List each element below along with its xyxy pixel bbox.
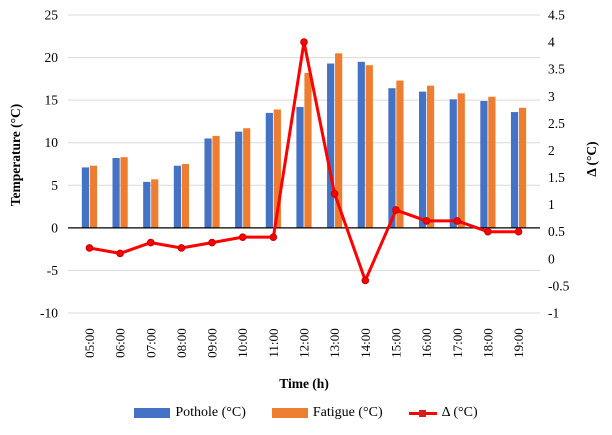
bar-pothole — [480, 100, 488, 228]
bar-pothole — [357, 61, 365, 228]
delta-marker — [85, 244, 94, 252]
left-axis-tick-label: -5 — [47, 263, 58, 278]
right-axis-tick-label: 0 — [548, 251, 555, 266]
legend-item-pothole: Pothole (°C) — [134, 405, 246, 421]
bar-fatigue — [151, 179, 159, 228]
x-axis-tick-label: 07:00 — [143, 328, 158, 358]
bar-fatigue — [365, 65, 373, 228]
delta-marker — [269, 233, 278, 241]
left-axis-tick-label: 5 — [51, 178, 58, 193]
chart-plot-svg: 25 20 15 10 5 0 -5 -10 4.5 4 3.5 3 2.5 2 1.5 1 0.5 0 -0.5 -… — [40, 8, 570, 358]
x-axis-tick-label: 05:00 — [82, 328, 97, 358]
bar-fatigue — [427, 85, 435, 228]
x-axis-tick-label: 13:00 — [327, 328, 342, 358]
bar-pothole — [143, 181, 151, 228]
bar-pothole — [296, 106, 304, 228]
x-axis-tick-label: 17:00 — [450, 328, 465, 358]
chart-legend: Pothole (°C) Fatigue (°C) Δ (°C) — [0, 399, 612, 427]
x-axis-tick-label: 11:00 — [266, 328, 281, 357]
bar-pothole — [419, 91, 427, 228]
left-axis-tick-label: 10 — [45, 135, 59, 150]
bar-pothole — [112, 158, 120, 228]
right-axis-tick-label: 1 — [548, 197, 555, 212]
bar-fatigue — [396, 80, 404, 228]
right-axis-tick-label: -0.5 — [548, 278, 570, 293]
bar-pothole — [327, 63, 335, 228]
delta-marker — [208, 238, 216, 247]
right-axis-tick-label: 3.5 — [548, 62, 565, 77]
left-axis-title: Temperature (°C) — [8, 103, 23, 207]
left-axis-tick-label: 0 — [51, 220, 58, 235]
right-axis-tick-label: 2.5 — [548, 116, 565, 131]
fatigue-swatch-icon — [271, 408, 308, 418]
x-axis-tick-label: 08:00 — [174, 328, 189, 358]
delta-marker — [146, 238, 155, 247]
bar-fatigue — [335, 53, 343, 228]
right-axis-title: Δ (°C) — [584, 141, 599, 177]
delta-marker — [453, 217, 462, 225]
right-axis-tick-label: -1 — [548, 306, 559, 321]
bar-fatigue — [488, 96, 496, 228]
x-axis-title: Time (h) — [279, 376, 329, 391]
bar-fatigue — [243, 128, 251, 228]
pothole-swatch-icon — [134, 408, 171, 418]
legend-label-fatigue: Fatigue (°C) — [312, 405, 383, 420]
delta-line-icon — [408, 409, 437, 418]
left-axis-tick-label: 20 — [45, 50, 59, 65]
bar-fatigue — [457, 93, 465, 228]
x-axis-tick-label: 06:00 — [113, 328, 128, 358]
bar-fatigue — [518, 107, 527, 228]
x-axis-tick-label: 15:00 — [388, 328, 403, 358]
bar-pothole — [173, 165, 181, 228]
bar-fatigue — [181, 164, 189, 228]
left-axis-tick-label: 15 — [45, 93, 59, 108]
right-axis-tick-label: 0.5 — [548, 224, 565, 239]
x-axis-tick-label: 19:00 — [511, 328, 526, 358]
bar-fatigue — [304, 72, 312, 228]
right-axis-tick-label: 4 — [548, 35, 555, 50]
delta-marker — [392, 206, 400, 214]
bar-fatigue — [212, 135, 220, 228]
delta-marker — [300, 38, 308, 46]
right-axis-tick-label: 1.5 — [548, 170, 565, 185]
legend-label-delta: Δ (°C) — [441, 405, 478, 420]
right-axis-tick-label: 2 — [548, 143, 555, 158]
delta-marker — [514, 227, 523, 236]
legend-item-delta: Δ (°C) — [408, 405, 478, 421]
legend-item-fatigue: Fatigue (°C) — [271, 405, 383, 421]
delta-marker — [177, 244, 186, 252]
legend-label-pothole: Pothole (°C) — [175, 405, 246, 420]
bar-pothole — [81, 167, 90, 228]
bar-fatigue — [120, 157, 128, 228]
bar-fatigue — [273, 109, 281, 228]
x-axis-tick-label: 16:00 — [419, 328, 434, 358]
delta-marker — [116, 249, 124, 258]
delta-marker — [330, 190, 339, 198]
bar-pothole — [235, 131, 243, 228]
bar-pothole — [204, 138, 212, 228]
bar-pothole — [449, 99, 457, 228]
delta-marker — [484, 227, 492, 236]
bar-pothole — [510, 112, 519, 228]
x-axis-tick-label: 12:00 — [297, 328, 312, 358]
right-axis-tick-label: 4.5 — [548, 8, 565, 23]
x-axis-tick-label: 09:00 — [205, 328, 220, 358]
delta-marker — [422, 217, 431, 225]
right-axis-tick-label: 3 — [548, 89, 555, 104]
bar-fatigue — [89, 165, 98, 228]
left-axis-tick-label: -10 — [40, 306, 58, 321]
delta-marker — [238, 233, 247, 241]
bar-pothole — [388, 88, 396, 228]
x-axis-tick-label: 18:00 — [480, 328, 495, 358]
bar-pothole — [265, 112, 273, 228]
x-axis-tick-label: 14:00 — [358, 328, 373, 358]
x-axis-tick-label: 10:00 — [235, 328, 250, 358]
delta-marker — [361, 276, 370, 285]
left-axis-tick-label: 25 — [45, 8, 59, 23]
